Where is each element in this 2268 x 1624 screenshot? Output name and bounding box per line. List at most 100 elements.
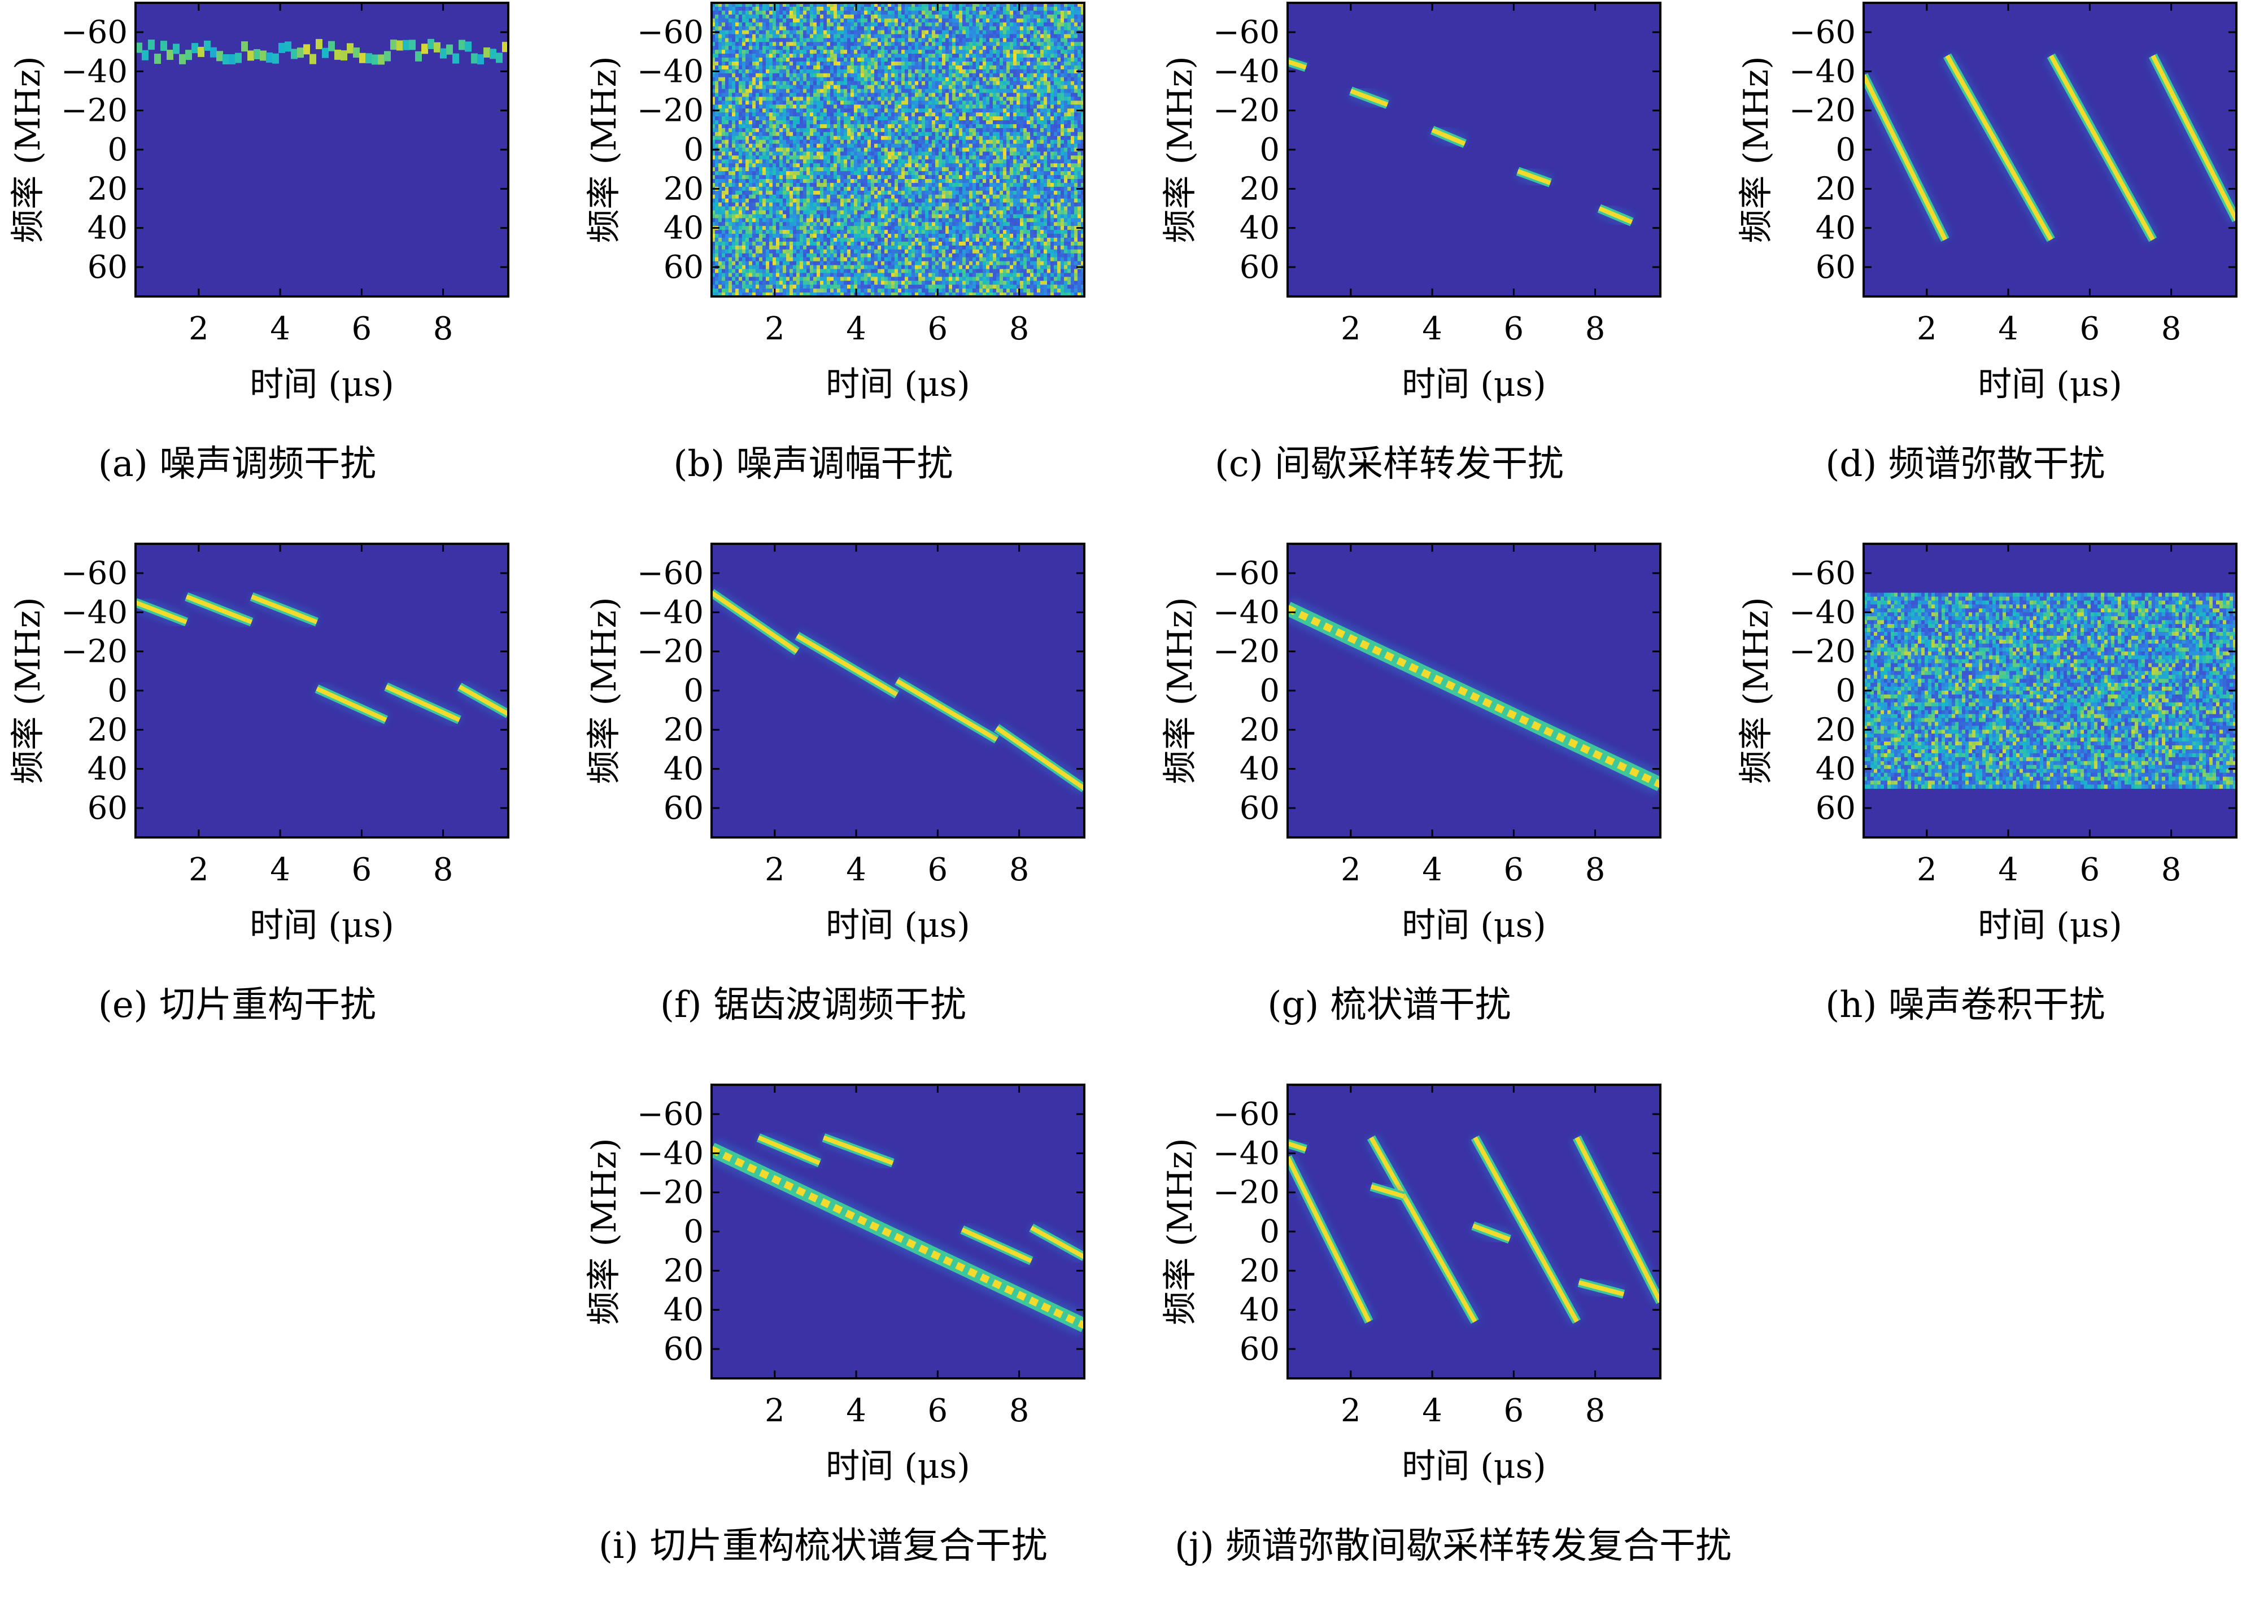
noise-cell xyxy=(874,108,878,113)
noise-cell xyxy=(790,62,793,66)
noise-cell xyxy=(942,132,946,137)
noise-cell xyxy=(925,97,929,101)
noise-cell xyxy=(935,159,939,164)
noise-cell xyxy=(989,136,993,141)
noise-cell xyxy=(830,19,834,23)
noise-cell xyxy=(1013,50,1017,54)
noise-cell xyxy=(1037,171,1041,176)
noise-cell xyxy=(949,69,953,74)
noise-cell xyxy=(901,38,905,42)
noise-cell xyxy=(908,38,912,42)
noise-cell xyxy=(891,81,895,86)
noise-cell xyxy=(1006,69,1010,74)
noise-cell xyxy=(952,30,956,35)
noise-cell xyxy=(796,151,800,156)
noise-cell xyxy=(962,140,966,145)
noise-cell xyxy=(851,151,854,156)
noise-cell xyxy=(732,34,736,38)
noise-cell xyxy=(742,136,746,141)
noise-cell xyxy=(976,120,980,125)
noise-cell xyxy=(742,112,746,117)
noise-cell xyxy=(986,89,990,94)
noise-cell xyxy=(915,175,919,180)
noise-cell xyxy=(911,81,915,86)
noise-cell xyxy=(972,34,976,38)
noise-cell xyxy=(854,175,858,180)
noise-cell xyxy=(830,54,834,58)
noise-cell xyxy=(1027,128,1031,133)
noise-cell xyxy=(972,81,976,86)
noise-cell xyxy=(864,124,868,129)
noise-cell xyxy=(932,77,936,82)
noise-cell xyxy=(766,62,770,66)
noise-cell xyxy=(817,38,821,42)
noise-cell xyxy=(925,167,929,172)
noise-cell xyxy=(986,144,990,149)
noise-cell xyxy=(1000,30,1004,35)
noise-cell xyxy=(949,50,953,54)
noise-cell xyxy=(874,46,878,50)
noise-cell xyxy=(1013,159,1017,164)
noise-cell xyxy=(752,163,756,168)
noise-cell xyxy=(718,163,722,168)
noise-cell xyxy=(935,124,939,129)
noise-fm-cell xyxy=(403,40,409,50)
noise-cell xyxy=(1027,132,1031,137)
noise-cell xyxy=(918,155,922,160)
noise-cell xyxy=(942,81,946,86)
noise-cell xyxy=(851,30,854,35)
noise-cell xyxy=(742,66,746,70)
noise-cell xyxy=(867,128,871,133)
noise-cell xyxy=(834,85,838,90)
noise-cell xyxy=(901,144,905,149)
noise-cell xyxy=(756,69,760,74)
noise-cell xyxy=(922,58,926,62)
noise-cell xyxy=(1067,66,1071,70)
noise-cell xyxy=(776,7,780,11)
noise-cell xyxy=(739,62,743,66)
noise-cell xyxy=(905,101,909,105)
noise-cell xyxy=(790,34,793,38)
noise-cell xyxy=(793,19,797,23)
noise-cell xyxy=(837,23,841,27)
noise-cell xyxy=(729,30,732,35)
noise-cell xyxy=(911,144,915,149)
noise-cell xyxy=(972,136,976,141)
noise-cell xyxy=(949,116,953,121)
noise-cell xyxy=(1064,30,1068,35)
noise-cell xyxy=(813,27,817,31)
noise-cell xyxy=(1067,62,1071,66)
noise-cell xyxy=(1074,132,1078,137)
noise-cell xyxy=(1006,104,1010,109)
noise-cell xyxy=(962,159,966,164)
noise-cell xyxy=(851,85,854,90)
noise-cell xyxy=(1054,167,1058,172)
noise-cell xyxy=(928,15,932,19)
noise-cell xyxy=(861,128,865,133)
noise-cell xyxy=(745,30,749,35)
noise-cell xyxy=(895,116,899,121)
noise-cell xyxy=(898,46,902,50)
noise-cell xyxy=(915,27,919,31)
noise-cell xyxy=(725,167,729,172)
noise-fm-cell xyxy=(341,50,347,60)
noise-cell xyxy=(952,140,956,145)
noise-cell xyxy=(884,62,888,66)
noise-cell xyxy=(823,116,827,121)
noise-cell xyxy=(915,167,919,172)
noise-cell xyxy=(847,62,851,66)
noise-cell xyxy=(715,27,719,31)
noise-cell xyxy=(942,104,946,109)
noise-cell xyxy=(911,101,915,105)
noise-cell xyxy=(756,27,760,31)
noise-cell xyxy=(739,58,743,62)
noise-cell xyxy=(722,81,726,86)
noise-cell xyxy=(762,144,766,149)
noise-cell xyxy=(837,7,841,11)
noise-cell xyxy=(1013,116,1017,121)
noise-cell xyxy=(864,144,868,149)
noise-cell xyxy=(840,148,844,152)
noise-cell xyxy=(773,15,777,19)
noise-cell xyxy=(1061,73,1065,78)
noise-cell xyxy=(786,66,790,70)
